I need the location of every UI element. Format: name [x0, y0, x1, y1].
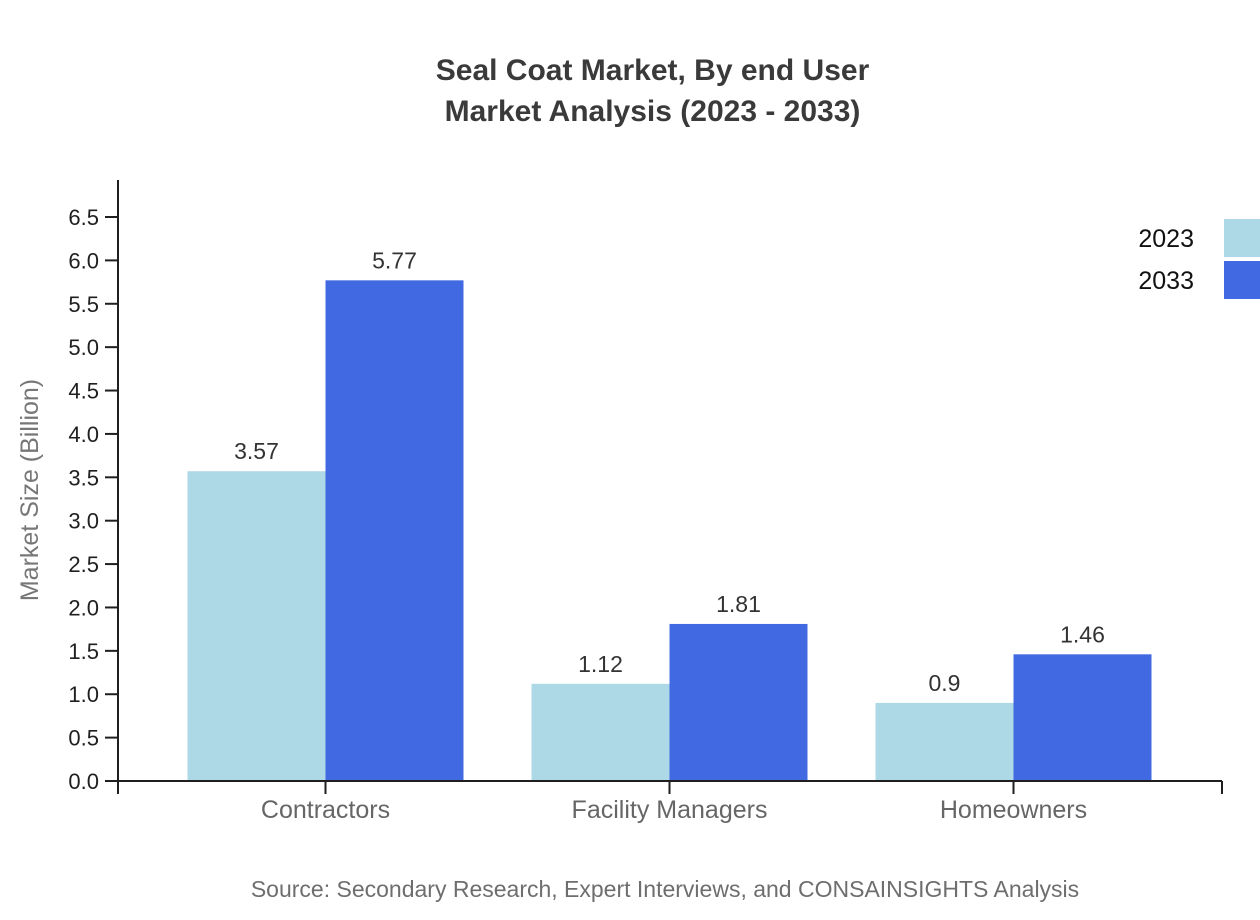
bar-2023-contractors: [187, 471, 326, 781]
value-label: 0.9: [929, 670, 961, 696]
category-label: Homeowners: [940, 796, 1087, 824]
y-tick-label: 1.5: [68, 639, 99, 664]
bar-2023-homeowners: [875, 702, 1014, 781]
bar-2033-facility-managers: [669, 623, 808, 781]
legend-swatch-2033: [1224, 261, 1260, 299]
value-label: 3.57: [234, 438, 279, 464]
y-tick-label: 5.5: [68, 292, 99, 317]
y-tick-label: 4.0: [68, 422, 99, 447]
y-tick-label: 3.5: [68, 465, 99, 490]
bar-2033-homeowners: [1013, 654, 1152, 781]
chart-title: Seal Coat Market, By end User Market Ana…: [45, 50, 1260, 132]
value-label: 5.77: [372, 247, 417, 273]
bar-2033-contractors: [325, 280, 464, 781]
y-tick-label: 1.0: [68, 682, 99, 707]
y-tick-label: 4.5: [68, 379, 99, 404]
y-tick-label: 5.0: [68, 335, 99, 360]
value-label: 1.46: [1060, 621, 1105, 647]
bar-chart-canvas: 3.57 1.12 0.9 5.77 1.81 1.46 0.0 0.5 1.0 1.5 2.0 2.…: [16, 180, 1260, 824]
bar-2023-facility-managers: [531, 683, 670, 781]
category-label: Facility Managers: [572, 796, 768, 824]
y-tick-label: 0.5: [68, 726, 99, 751]
value-label: 1.12: [578, 651, 623, 677]
y-tick-label: 6.5: [68, 205, 99, 230]
y-tick-label: 2.5: [68, 552, 99, 577]
y-tick-label: 3.0: [68, 509, 99, 534]
source-caption: Source: Secondary Research, Expert Inter…: [250, 876, 1080, 902]
legend-label-2023: 2023: [1138, 225, 1194, 253]
legend-label-2033: 2033: [1138, 267, 1194, 295]
legend-swatch-2023: [1224, 219, 1260, 257]
y-tick-label: 2.0: [68, 595, 99, 620]
value-label: 1.81: [716, 591, 761, 617]
y-axis-title: Market Size (Billion): [16, 379, 44, 601]
y-tick-label: 0.0: [68, 769, 99, 794]
category-label: Contractors: [261, 796, 390, 824]
y-tick-label: 6.0: [68, 248, 99, 273]
chart-title-line-2: Market Analysis (2023 - 2033): [444, 95, 861, 128]
chart-title-line-1: Seal Coat Market, By end User: [435, 54, 870, 87]
